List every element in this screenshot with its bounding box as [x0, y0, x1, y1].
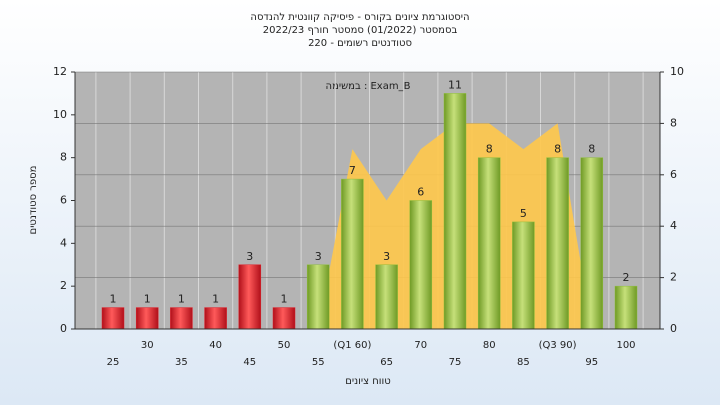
- bar: [580, 157, 604, 330]
- bar: [101, 307, 125, 330]
- chart-title: היסטוגרמת ציונים בקורס - פיסיקה קוונטית …: [250, 12, 469, 23]
- x-tick-label: 50: [278, 340, 291, 351]
- bar: [477, 157, 501, 330]
- bar: [306, 264, 330, 330]
- bar: [238, 264, 262, 330]
- data-label: 1: [212, 293, 219, 306]
- y2-tick-label: 6: [670, 168, 677, 181]
- y-axis-label: מספר סטודנטים: [28, 166, 39, 235]
- x-tick-label: 100: [616, 340, 635, 351]
- y-tick-label: 4: [60, 236, 67, 249]
- y2-tick-label: 10: [670, 65, 684, 78]
- bar: [170, 307, 193, 330]
- bar: [375, 264, 398, 330]
- bar: [443, 93, 467, 330]
- x-tick-label: 70: [414, 340, 427, 351]
- x-tick-label: 55: [312, 357, 325, 368]
- data-label: 8: [588, 143, 595, 156]
- data-label: 8: [554, 143, 561, 156]
- data-label: 1: [178, 293, 185, 306]
- data-label: 8: [486, 143, 493, 156]
- data-label: 6: [417, 186, 424, 199]
- bar: [546, 157, 569, 330]
- data-label: 2: [623, 271, 630, 284]
- annotation: במשימה : Exam_B: [326, 81, 411, 92]
- x-tick-label: (Q3 90): [539, 340, 577, 351]
- x-tick-label: 25: [107, 357, 120, 368]
- x-tick-label: 95: [585, 357, 598, 368]
- data-label: 5: [520, 207, 527, 220]
- x-tick-label: 30: [141, 340, 154, 351]
- data-label: 1: [110, 293, 117, 306]
- x-tick-label: 45: [243, 357, 256, 368]
- y2-tick-label: 0: [670, 322, 677, 335]
- y-tick-label: 10: [53, 108, 67, 121]
- bar: [409, 200, 433, 330]
- data-label: 7: [349, 164, 356, 177]
- bar: [135, 307, 159, 330]
- y2-tick-label: 4: [670, 219, 677, 232]
- x-tick-label: 35: [175, 357, 188, 368]
- x-tick-label: 65: [380, 357, 393, 368]
- y-tick-label: 0: [60, 322, 67, 335]
- y-tick-label: 8: [60, 151, 67, 164]
- chart-subtitle: בסמסטר (01/2022) סמסטר חורף 2022/23: [263, 25, 458, 36]
- x-tick-label: 75: [449, 357, 462, 368]
- x-tick-label: 80: [483, 340, 496, 351]
- data-label: 1: [281, 293, 288, 306]
- y-tick-label: 12: [53, 65, 67, 78]
- data-label: 1: [144, 293, 151, 306]
- data-label: 11: [448, 78, 462, 91]
- bar: [512, 221, 535, 330]
- data-label: 3: [315, 250, 322, 263]
- x-axis-label: טווח ציונים: [345, 376, 390, 387]
- y-tick-label: 2: [60, 279, 67, 292]
- bar: [341, 178, 364, 330]
- y2-tick-label: 8: [670, 116, 677, 129]
- y2-tick-label: 2: [670, 271, 677, 284]
- x-tick-label: 85: [517, 357, 530, 368]
- x-tick-label: 40: [209, 340, 222, 351]
- bar: [272, 307, 296, 330]
- bar: [614, 285, 638, 330]
- bar: [204, 307, 227, 330]
- chart-subtitle: סטודנטים רשומים - 220: [308, 38, 412, 49]
- data-label: 3: [383, 250, 390, 263]
- x-tick-label: (Q1 60): [333, 340, 371, 351]
- data-label: 3: [246, 250, 253, 263]
- y-tick-label: 6: [60, 194, 67, 207]
